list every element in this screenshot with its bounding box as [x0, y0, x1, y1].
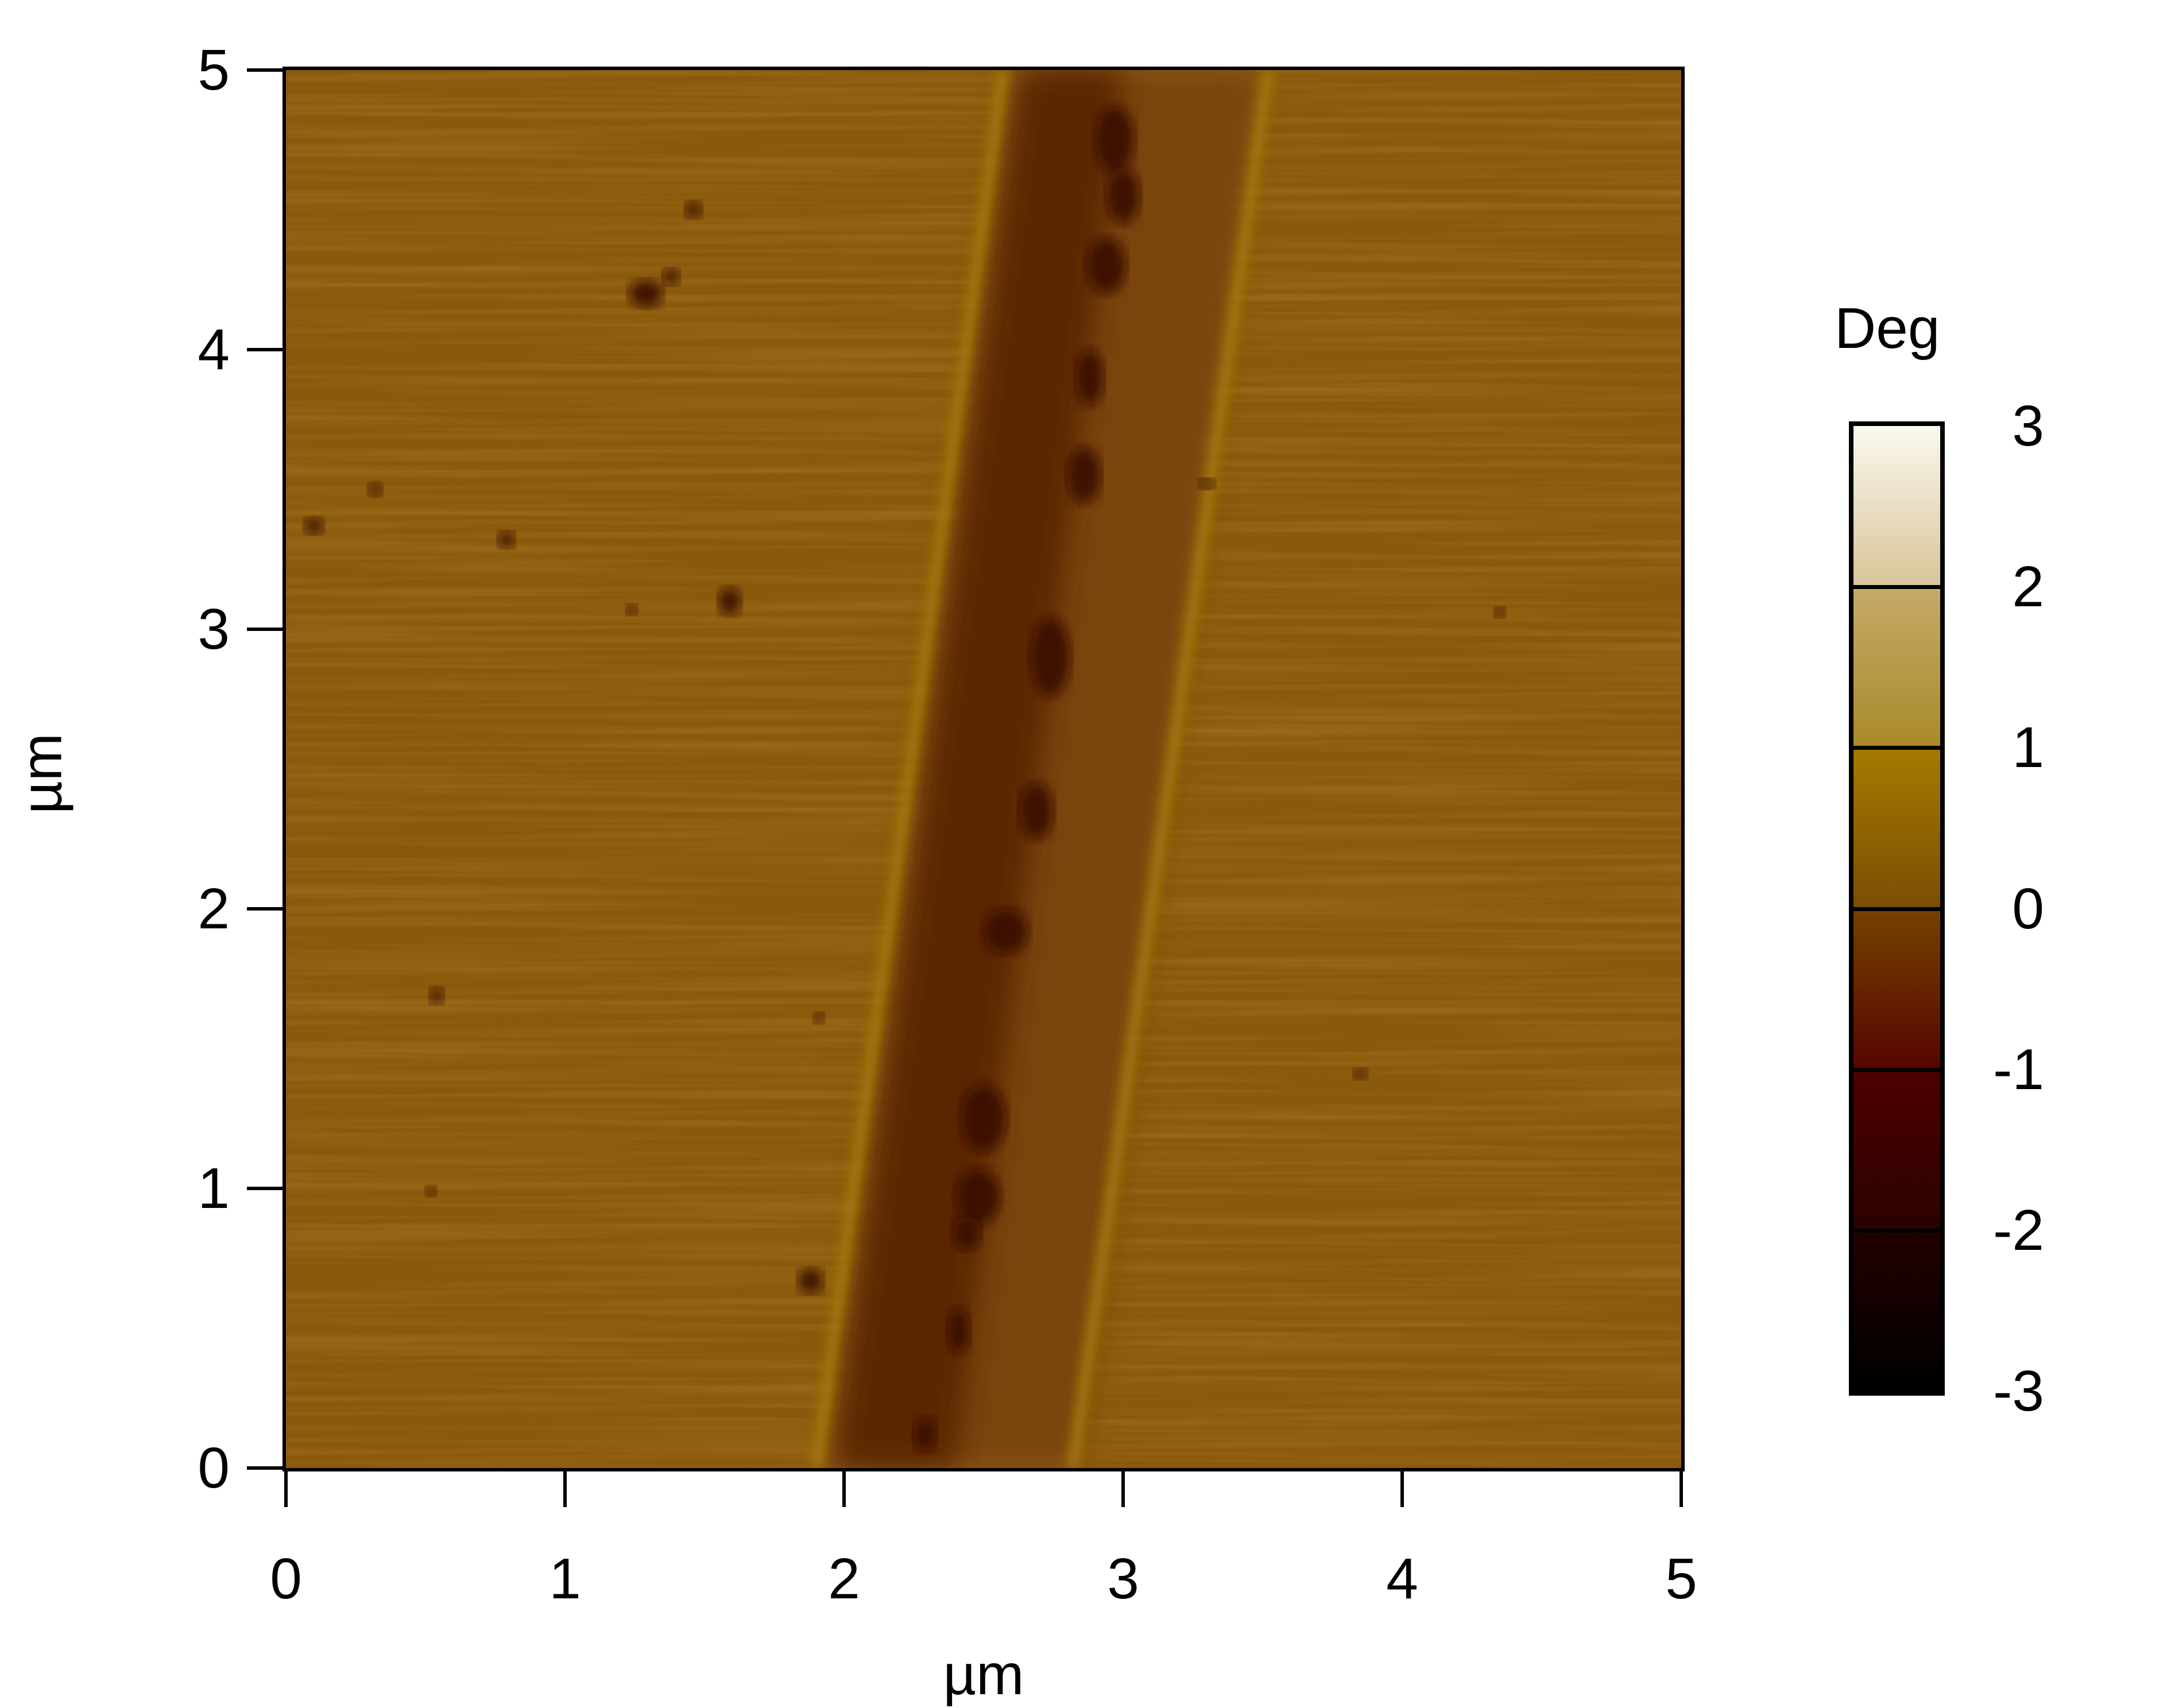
colorbar-tick-label: 3 [2012, 394, 2044, 458]
surface-defect [955, 1168, 1001, 1225]
surface-defect [1075, 350, 1104, 406]
surface-defect [1067, 447, 1101, 504]
colorbar-divider [1853, 1067, 1940, 1072]
colorbar-tick-label: 1 [2012, 715, 2044, 780]
surface-defect [684, 201, 702, 219]
y-tick-label: 2 [198, 877, 230, 941]
surface-defect [1086, 238, 1126, 294]
y-tick-label: 3 [198, 597, 230, 661]
x-tick-label: 1 [549, 1547, 581, 1611]
surface-defect [1494, 607, 1506, 618]
surface-defect [961, 1085, 1006, 1152]
x-tick-label: 0 [270, 1547, 302, 1611]
afm-phase-image [286, 69, 1681, 1469]
x-tick-label: 2 [828, 1547, 860, 1611]
colorbar-divider [1853, 746, 1940, 750]
y-tick-label: 1 [198, 1156, 230, 1221]
y-tick-label: 4 [198, 317, 230, 382]
colorbar [1849, 421, 1945, 1396]
y-tick [247, 1466, 286, 1470]
y-tick-label: 0 [198, 1436, 230, 1500]
y-tick [247, 628, 286, 631]
surface-defect [798, 1268, 823, 1293]
surface-defect [1198, 478, 1216, 490]
colorbar-divider [1853, 585, 1940, 590]
surface-defect [1020, 783, 1054, 839]
y-tick [247, 907, 286, 911]
colorbar-tick-label: 0 [2012, 876, 2044, 941]
y-tick [247, 1187, 286, 1190]
surface-defect [953, 1216, 981, 1250]
colorbar-tick-label: 2 [2012, 555, 2044, 619]
x-tick [1121, 1468, 1125, 1507]
groove-left-edge [811, 69, 1008, 1469]
y-tick [247, 68, 286, 72]
surface-defect [984, 909, 1028, 954]
surface-defect [304, 517, 324, 535]
surface-defect [425, 1186, 437, 1197]
colorbar-title: Deg [1835, 296, 1940, 361]
x-tick-label: 5 [1665, 1547, 1697, 1611]
x-tick-label: 3 [1107, 1547, 1139, 1611]
colorbar-divider [1853, 907, 1940, 911]
x-tick [842, 1468, 846, 1507]
x-tick [563, 1468, 567, 1507]
surface-defect [718, 587, 741, 615]
surface-defect [429, 987, 444, 1004]
x-tick [1400, 1468, 1404, 1507]
y-axis-title: µm [9, 733, 74, 814]
heatmap-canvas [286, 69, 1681, 1469]
surface-defect [498, 531, 515, 548]
x-tick [1679, 1468, 1683, 1507]
x-axis-title: µm [943, 1643, 1024, 1707]
x-tick [284, 1468, 288, 1507]
surface-defect [914, 1417, 936, 1451]
groove-dark-core [835, 70, 1123, 1468]
colorbar-tick-label: -3 [1993, 1359, 2044, 1423]
surface-defect [663, 268, 680, 285]
surface-defect [626, 604, 638, 615]
surface-defect [947, 1308, 970, 1354]
colorbar-tick-label: -1 [1993, 1037, 2044, 1102]
y-tick-label: 5 [198, 38, 230, 102]
colorbar-divider [1853, 1228, 1940, 1233]
surface-defect [1106, 168, 1140, 224]
surface-defect [1031, 618, 1070, 696]
colorbar-tick-label: -2 [1993, 1198, 2044, 1262]
x-tick-label: 4 [1386, 1547, 1418, 1611]
groove-right-edge [1068, 69, 1274, 1469]
surface-defect [629, 280, 663, 308]
surface-defect [813, 1012, 825, 1024]
y-tick [247, 348, 286, 351]
surface-defect [1353, 1068, 1368, 1080]
surface-defect [1095, 106, 1135, 174]
surface-defect [368, 482, 382, 497]
